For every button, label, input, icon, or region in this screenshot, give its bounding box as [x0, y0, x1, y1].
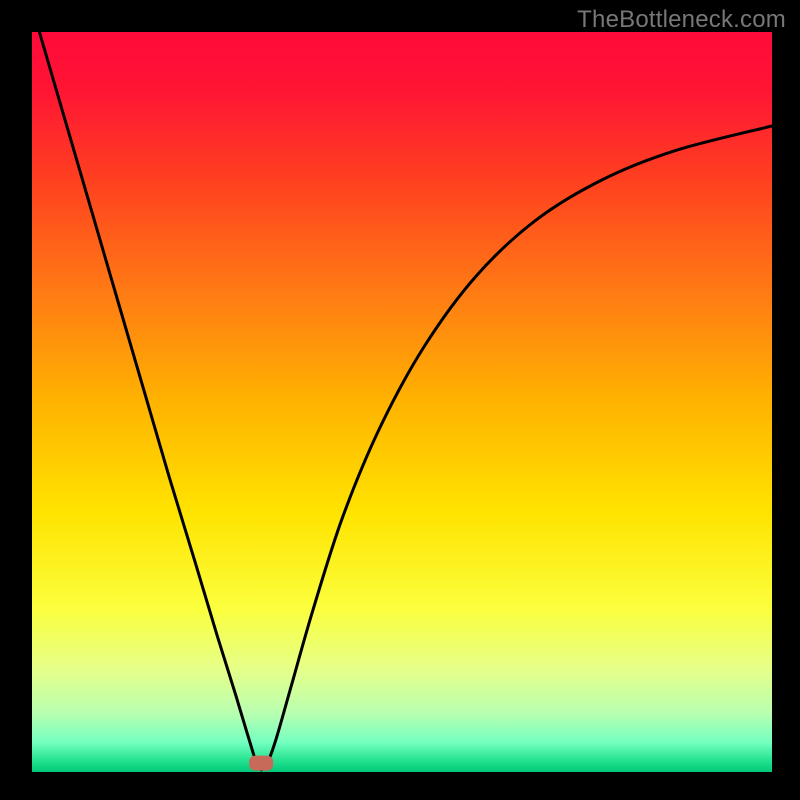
bottleneck-curve [32, 32, 772, 772]
watermark-text: TheBottleneck.com [577, 6, 786, 34]
minimum-marker [250, 756, 274, 771]
chart-plot-area [32, 32, 772, 772]
